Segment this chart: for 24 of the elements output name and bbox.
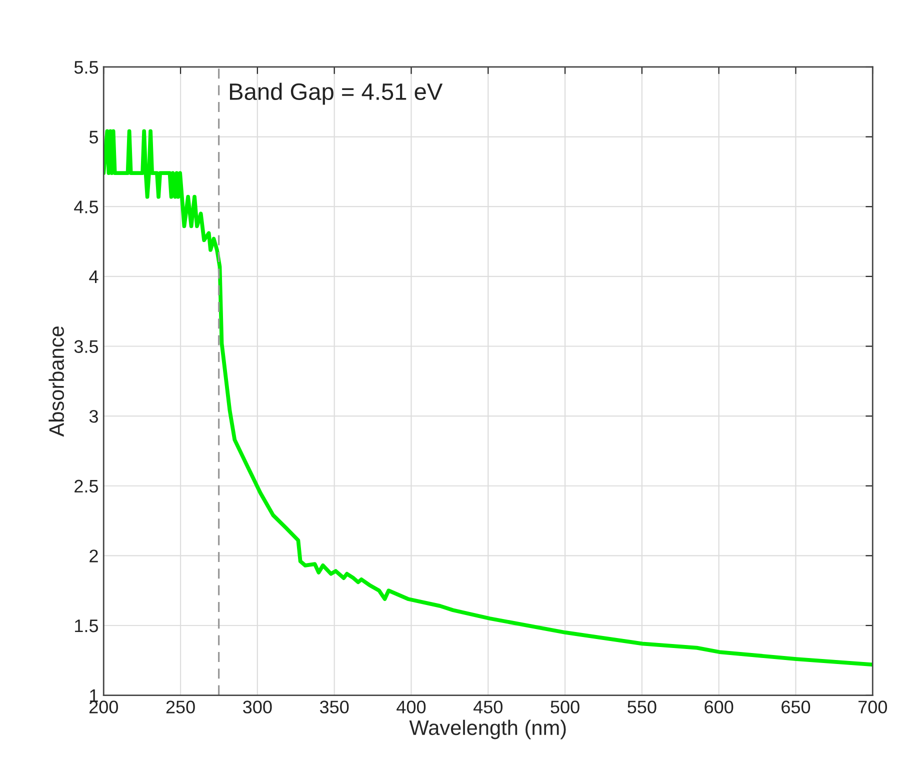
- x-tick-label: 650: [782, 700, 810, 714]
- x-tick-label: 550: [628, 700, 656, 714]
- x-tick-label: 400: [396, 700, 426, 714]
- annotation: Band Gap = 4.51 eV: [230, 82, 443, 105]
- y-axis-title: Absorbance: [48, 326, 64, 437]
- x-tick-label: 300: [243, 700, 272, 714]
- y-tick-label: 4.5: [74, 200, 98, 214]
- x-axis-title: Wavelength (nm): [409, 720, 566, 740]
- line-series: [104, 129, 873, 667]
- x-tick-label: 200: [89, 700, 118, 714]
- x-tick-label: 250: [166, 700, 195, 714]
- y-tick-label: 5: [89, 130, 98, 144]
- x-tick-label: 700: [858, 700, 887, 714]
- x-tick-label: 450: [473, 700, 502, 714]
- y-tick-label: 2.5: [74, 480, 98, 493]
- x-tick-label: 600: [704, 700, 734, 714]
- y-tick-label: 1.5: [75, 620, 98, 632]
- y-tick-label: 5.5: [74, 61, 98, 74]
- x-tick-label: 500: [550, 700, 580, 714]
- y-tick-label: 2: [90, 550, 98, 562]
- y-tick-label: 3: [89, 410, 98, 423]
- y-tick-label: 3.5: [74, 340, 98, 353]
- y-tick-label: 4: [89, 270, 98, 283]
- x-tick-label: 350: [320, 700, 349, 714]
